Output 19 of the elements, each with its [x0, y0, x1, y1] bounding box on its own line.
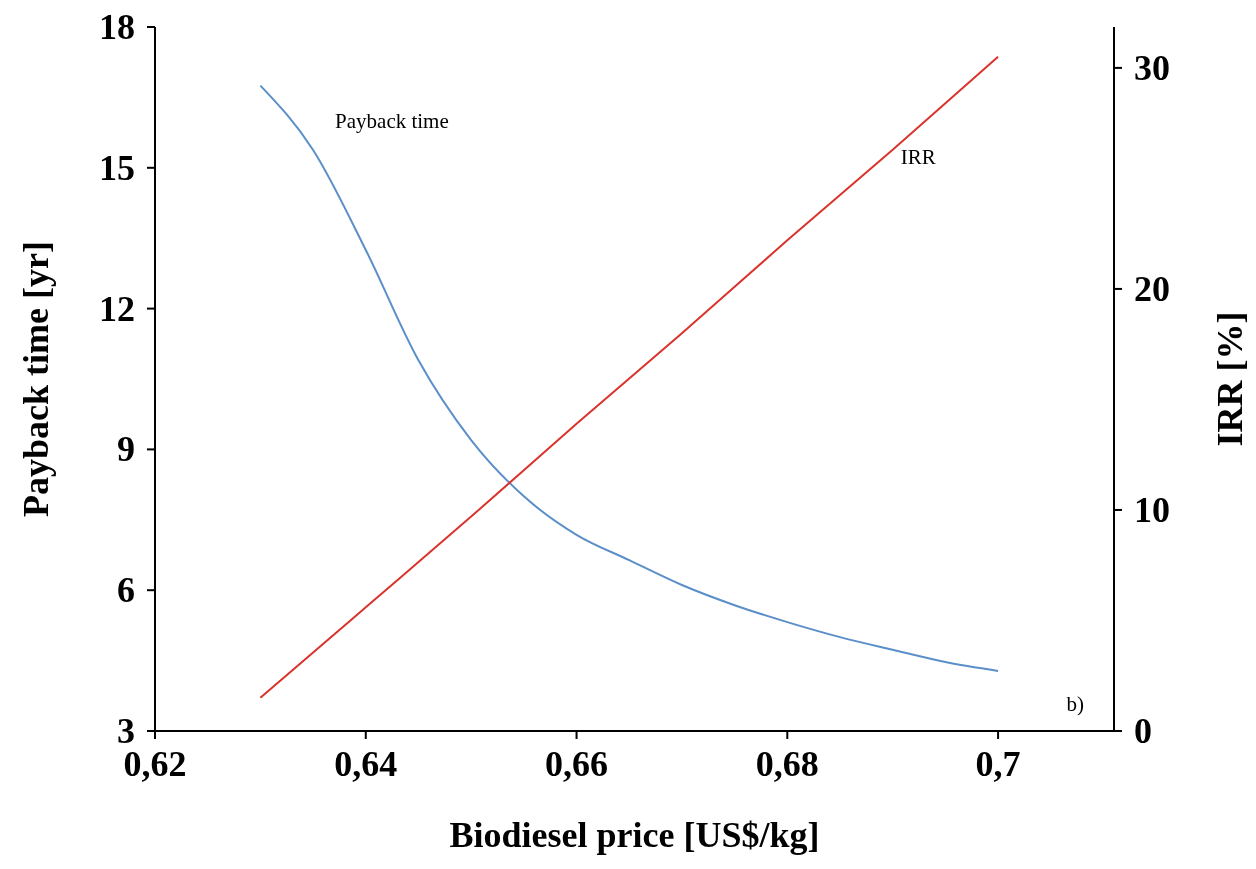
y-tick-label: 9: [117, 429, 135, 470]
y2-tick-label: 10: [1134, 489, 1170, 530]
x-tick-label: 0,64: [334, 744, 398, 784]
series-label: IRR: [900, 144, 936, 169]
y-tick-label: 15: [99, 147, 135, 188]
y2-tick-label: 30: [1134, 47, 1170, 88]
y-tick-label: 18: [99, 7, 135, 47]
x-tick-label: 0,66: [545, 744, 609, 784]
y2-tick-label: 0: [1134, 711, 1152, 751]
y-axis-title: Payback time [yr]: [16, 241, 56, 517]
x-tick-label: 0,68: [755, 744, 819, 784]
series-label: Payback time: [335, 108, 449, 133]
x-axis-title: Biodiesel price [US$/kg]: [449, 815, 820, 855]
annotation: b): [1066, 692, 1084, 716]
y2-axis-title: IRR [%]: [1210, 311, 1250, 447]
y-tick-label: 12: [99, 288, 135, 329]
x-tick-label: 0,7: [975, 744, 1021, 784]
y-tick-label: 6: [117, 570, 135, 611]
y2-tick-label: 20: [1134, 268, 1170, 309]
